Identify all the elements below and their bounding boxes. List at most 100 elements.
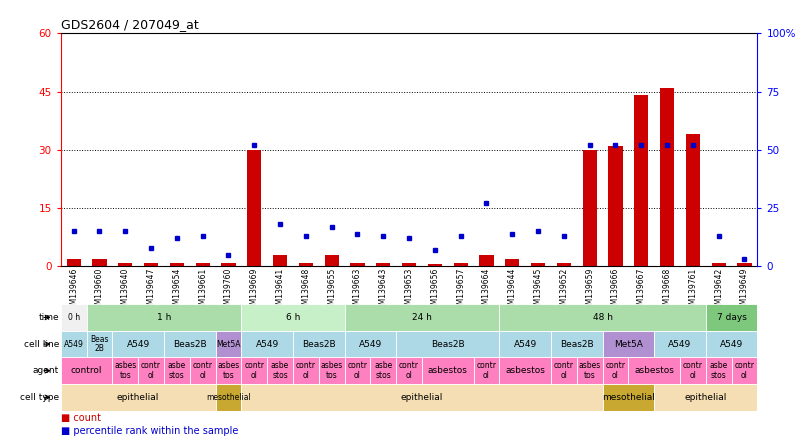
Bar bbox=[113, 357, 139, 384]
Bar bbox=[344, 304, 499, 331]
Text: asbestos: asbestos bbox=[428, 366, 467, 375]
Bar bbox=[87, 304, 241, 331]
Bar bbox=[344, 331, 396, 357]
Text: asbe
stos: asbe stos bbox=[271, 361, 289, 380]
Text: GDS2604 / 207049_at: GDS2604 / 207049_at bbox=[61, 18, 198, 31]
Text: Beas2B: Beas2B bbox=[431, 340, 465, 349]
Bar bbox=[737, 262, 752, 266]
Text: contr
ol: contr ol bbox=[245, 361, 264, 380]
Bar bbox=[629, 357, 680, 384]
Bar bbox=[139, 357, 164, 384]
Text: Beas2B: Beas2B bbox=[173, 340, 207, 349]
Bar bbox=[660, 88, 674, 266]
Text: contr
ol: contr ol bbox=[605, 361, 625, 380]
Text: mesothelial: mesothelial bbox=[602, 393, 654, 402]
Bar bbox=[603, 384, 654, 411]
Bar bbox=[474, 357, 499, 384]
Bar bbox=[241, 357, 267, 384]
Bar bbox=[319, 357, 344, 384]
Bar bbox=[376, 262, 390, 266]
Bar bbox=[654, 331, 706, 357]
Text: asbes
tos: asbes tos bbox=[114, 361, 136, 380]
Text: epithelial: epithelial bbox=[117, 393, 160, 402]
Bar bbox=[402, 262, 416, 266]
Bar bbox=[454, 262, 467, 266]
Bar bbox=[396, 331, 499, 357]
Bar bbox=[66, 258, 81, 266]
Text: control: control bbox=[70, 366, 102, 375]
Text: mesothelial: mesothelial bbox=[206, 393, 251, 402]
Text: cell line: cell line bbox=[23, 340, 59, 349]
Text: contr
ol: contr ol bbox=[141, 361, 161, 380]
Bar bbox=[680, 357, 706, 384]
Bar bbox=[551, 331, 603, 357]
Bar bbox=[293, 331, 344, 357]
Bar bbox=[113, 331, 164, 357]
Bar bbox=[215, 357, 241, 384]
Text: asbe
stos: asbe stos bbox=[374, 361, 392, 380]
Bar bbox=[531, 262, 545, 266]
Text: Beas2B: Beas2B bbox=[302, 340, 335, 349]
Bar bbox=[686, 135, 700, 266]
Bar bbox=[247, 150, 262, 266]
Bar bbox=[603, 357, 629, 384]
Bar bbox=[422, 357, 474, 384]
Bar bbox=[325, 255, 339, 266]
Text: Beas2B: Beas2B bbox=[560, 340, 594, 349]
Bar bbox=[61, 331, 87, 357]
Text: contr
ol: contr ol bbox=[296, 361, 316, 380]
Bar bbox=[92, 258, 107, 266]
Bar bbox=[480, 255, 493, 266]
Text: contr
ol: contr ol bbox=[735, 361, 754, 380]
Bar bbox=[241, 304, 344, 331]
Bar bbox=[267, 357, 293, 384]
Bar bbox=[190, 357, 215, 384]
Text: A549: A549 bbox=[359, 340, 382, 349]
Text: asbe
stos: asbe stos bbox=[710, 361, 727, 380]
Bar bbox=[273, 255, 287, 266]
Bar bbox=[61, 357, 113, 384]
Bar bbox=[731, 357, 757, 384]
Text: contr
ol: contr ol bbox=[683, 361, 703, 380]
Text: ■ percentile rank within the sample: ■ percentile rank within the sample bbox=[61, 426, 238, 436]
Text: asbes
tos: asbes tos bbox=[321, 361, 343, 380]
Bar bbox=[61, 384, 215, 411]
Bar bbox=[505, 258, 519, 266]
Bar bbox=[634, 95, 648, 266]
Bar bbox=[711, 262, 726, 266]
Bar bbox=[144, 262, 158, 266]
Bar bbox=[556, 262, 571, 266]
Bar bbox=[706, 357, 731, 384]
Text: contr
ol: contr ol bbox=[554, 361, 573, 380]
Bar bbox=[608, 146, 623, 266]
Bar bbox=[344, 357, 370, 384]
Bar bbox=[551, 357, 577, 384]
Bar bbox=[221, 262, 236, 266]
Bar bbox=[170, 262, 184, 266]
Bar bbox=[370, 357, 396, 384]
Text: asbe
stos: asbe stos bbox=[168, 361, 186, 380]
Text: A549: A549 bbox=[668, 340, 692, 349]
Text: contr
ol: contr ol bbox=[399, 361, 419, 380]
Bar bbox=[499, 357, 551, 384]
Text: asbes
tos: asbes tos bbox=[578, 361, 601, 380]
Text: contr
ol: contr ol bbox=[193, 361, 213, 380]
Bar bbox=[241, 331, 293, 357]
Bar bbox=[499, 331, 551, 357]
Text: A549: A549 bbox=[720, 340, 744, 349]
Bar bbox=[299, 262, 313, 266]
Bar bbox=[164, 357, 190, 384]
Bar bbox=[706, 331, 757, 357]
Text: 6 h: 6 h bbox=[286, 313, 301, 322]
Bar bbox=[603, 331, 654, 357]
Text: Beas
2B: Beas 2B bbox=[90, 335, 109, 353]
Text: contr
ol: contr ol bbox=[347, 361, 368, 380]
Bar bbox=[61, 304, 87, 331]
Text: 48 h: 48 h bbox=[593, 313, 612, 322]
Text: asbestos: asbestos bbox=[505, 366, 545, 375]
Bar bbox=[396, 357, 422, 384]
Bar bbox=[215, 384, 241, 411]
Bar bbox=[499, 304, 706, 331]
Bar bbox=[293, 357, 319, 384]
Bar bbox=[215, 331, 241, 357]
